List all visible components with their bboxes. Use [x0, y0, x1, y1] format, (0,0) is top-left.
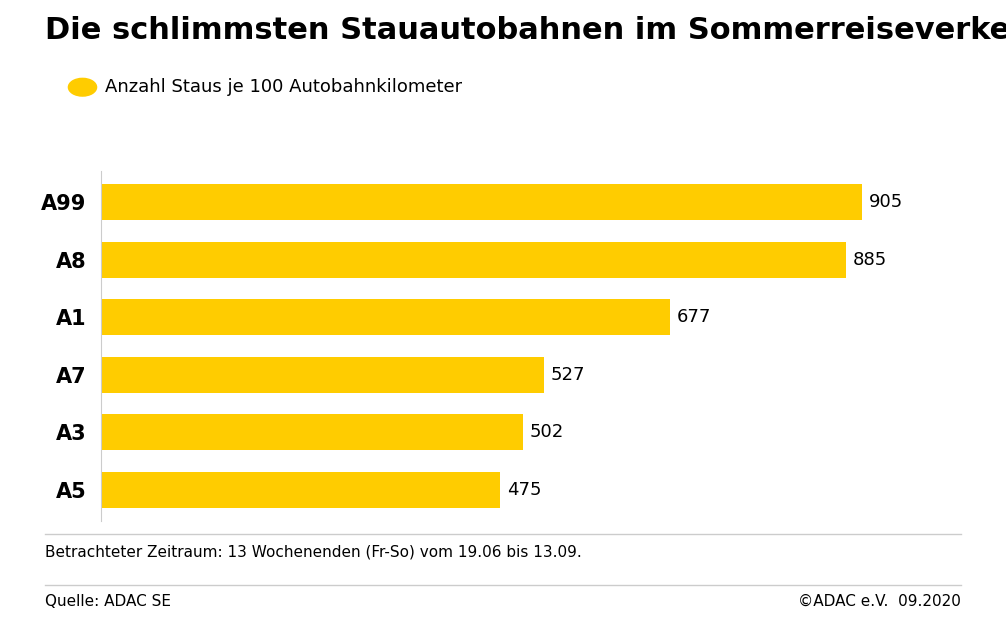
- Bar: [101, 300, 670, 335]
- Text: Betrachteter Zeitraum: 13 Wochenenden (Fr-So) vom 19.06 bis 13.09.: Betrachteter Zeitraum: 13 Wochenenden (F…: [45, 545, 582, 560]
- Text: 527: 527: [551, 366, 585, 384]
- Bar: [101, 415, 523, 450]
- Text: 502: 502: [530, 423, 564, 441]
- Text: Die schlimmsten Stauautobahnen im Sommerreiseverkehr 2020: Die schlimmsten Stauautobahnen im Sommer…: [45, 16, 1006, 45]
- Text: 677: 677: [677, 308, 711, 326]
- Bar: [101, 242, 846, 277]
- Text: 475: 475: [507, 481, 541, 499]
- Bar: [101, 357, 544, 392]
- Bar: [101, 185, 862, 220]
- Text: 885: 885: [852, 251, 886, 269]
- Text: Anzahl Staus je 100 Autobahnkilometer: Anzahl Staus je 100 Autobahnkilometer: [105, 78, 462, 96]
- Bar: [101, 472, 500, 507]
- Text: 905: 905: [869, 193, 903, 211]
- Text: ©ADAC e.V.  09.2020: ©ADAC e.V. 09.2020: [798, 594, 961, 609]
- Text: Quelle: ADAC SE: Quelle: ADAC SE: [45, 594, 171, 609]
